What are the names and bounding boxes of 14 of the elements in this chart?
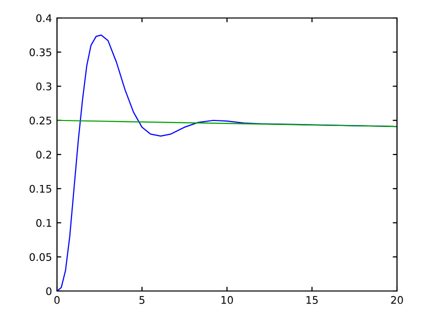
x-tick-label: 20 bbox=[391, 296, 403, 304]
x-tick-label: 0 bbox=[54, 296, 60, 304]
y-tick-label: 0.4 bbox=[36, 14, 52, 22]
y-tick-label: 0.2 bbox=[36, 150, 52, 159]
y-tick-label: 0 bbox=[46, 287, 52, 296]
y-tick-label: 0.1 bbox=[36, 218, 52, 227]
x-tick-label: 10 bbox=[222, 296, 233, 304]
y-tick-label: 0.35 bbox=[30, 48, 52, 56]
x-tick-label: 5 bbox=[139, 296, 144, 304]
y-tick-label: 0.25 bbox=[30, 116, 52, 124]
y-tick-label: 0.15 bbox=[30, 184, 52, 193]
y-tick-label: 0.05 bbox=[30, 253, 52, 261]
x-tick-label: 15 bbox=[306, 296, 318, 304]
y-tick-label: 0.3 bbox=[36, 82, 52, 90]
